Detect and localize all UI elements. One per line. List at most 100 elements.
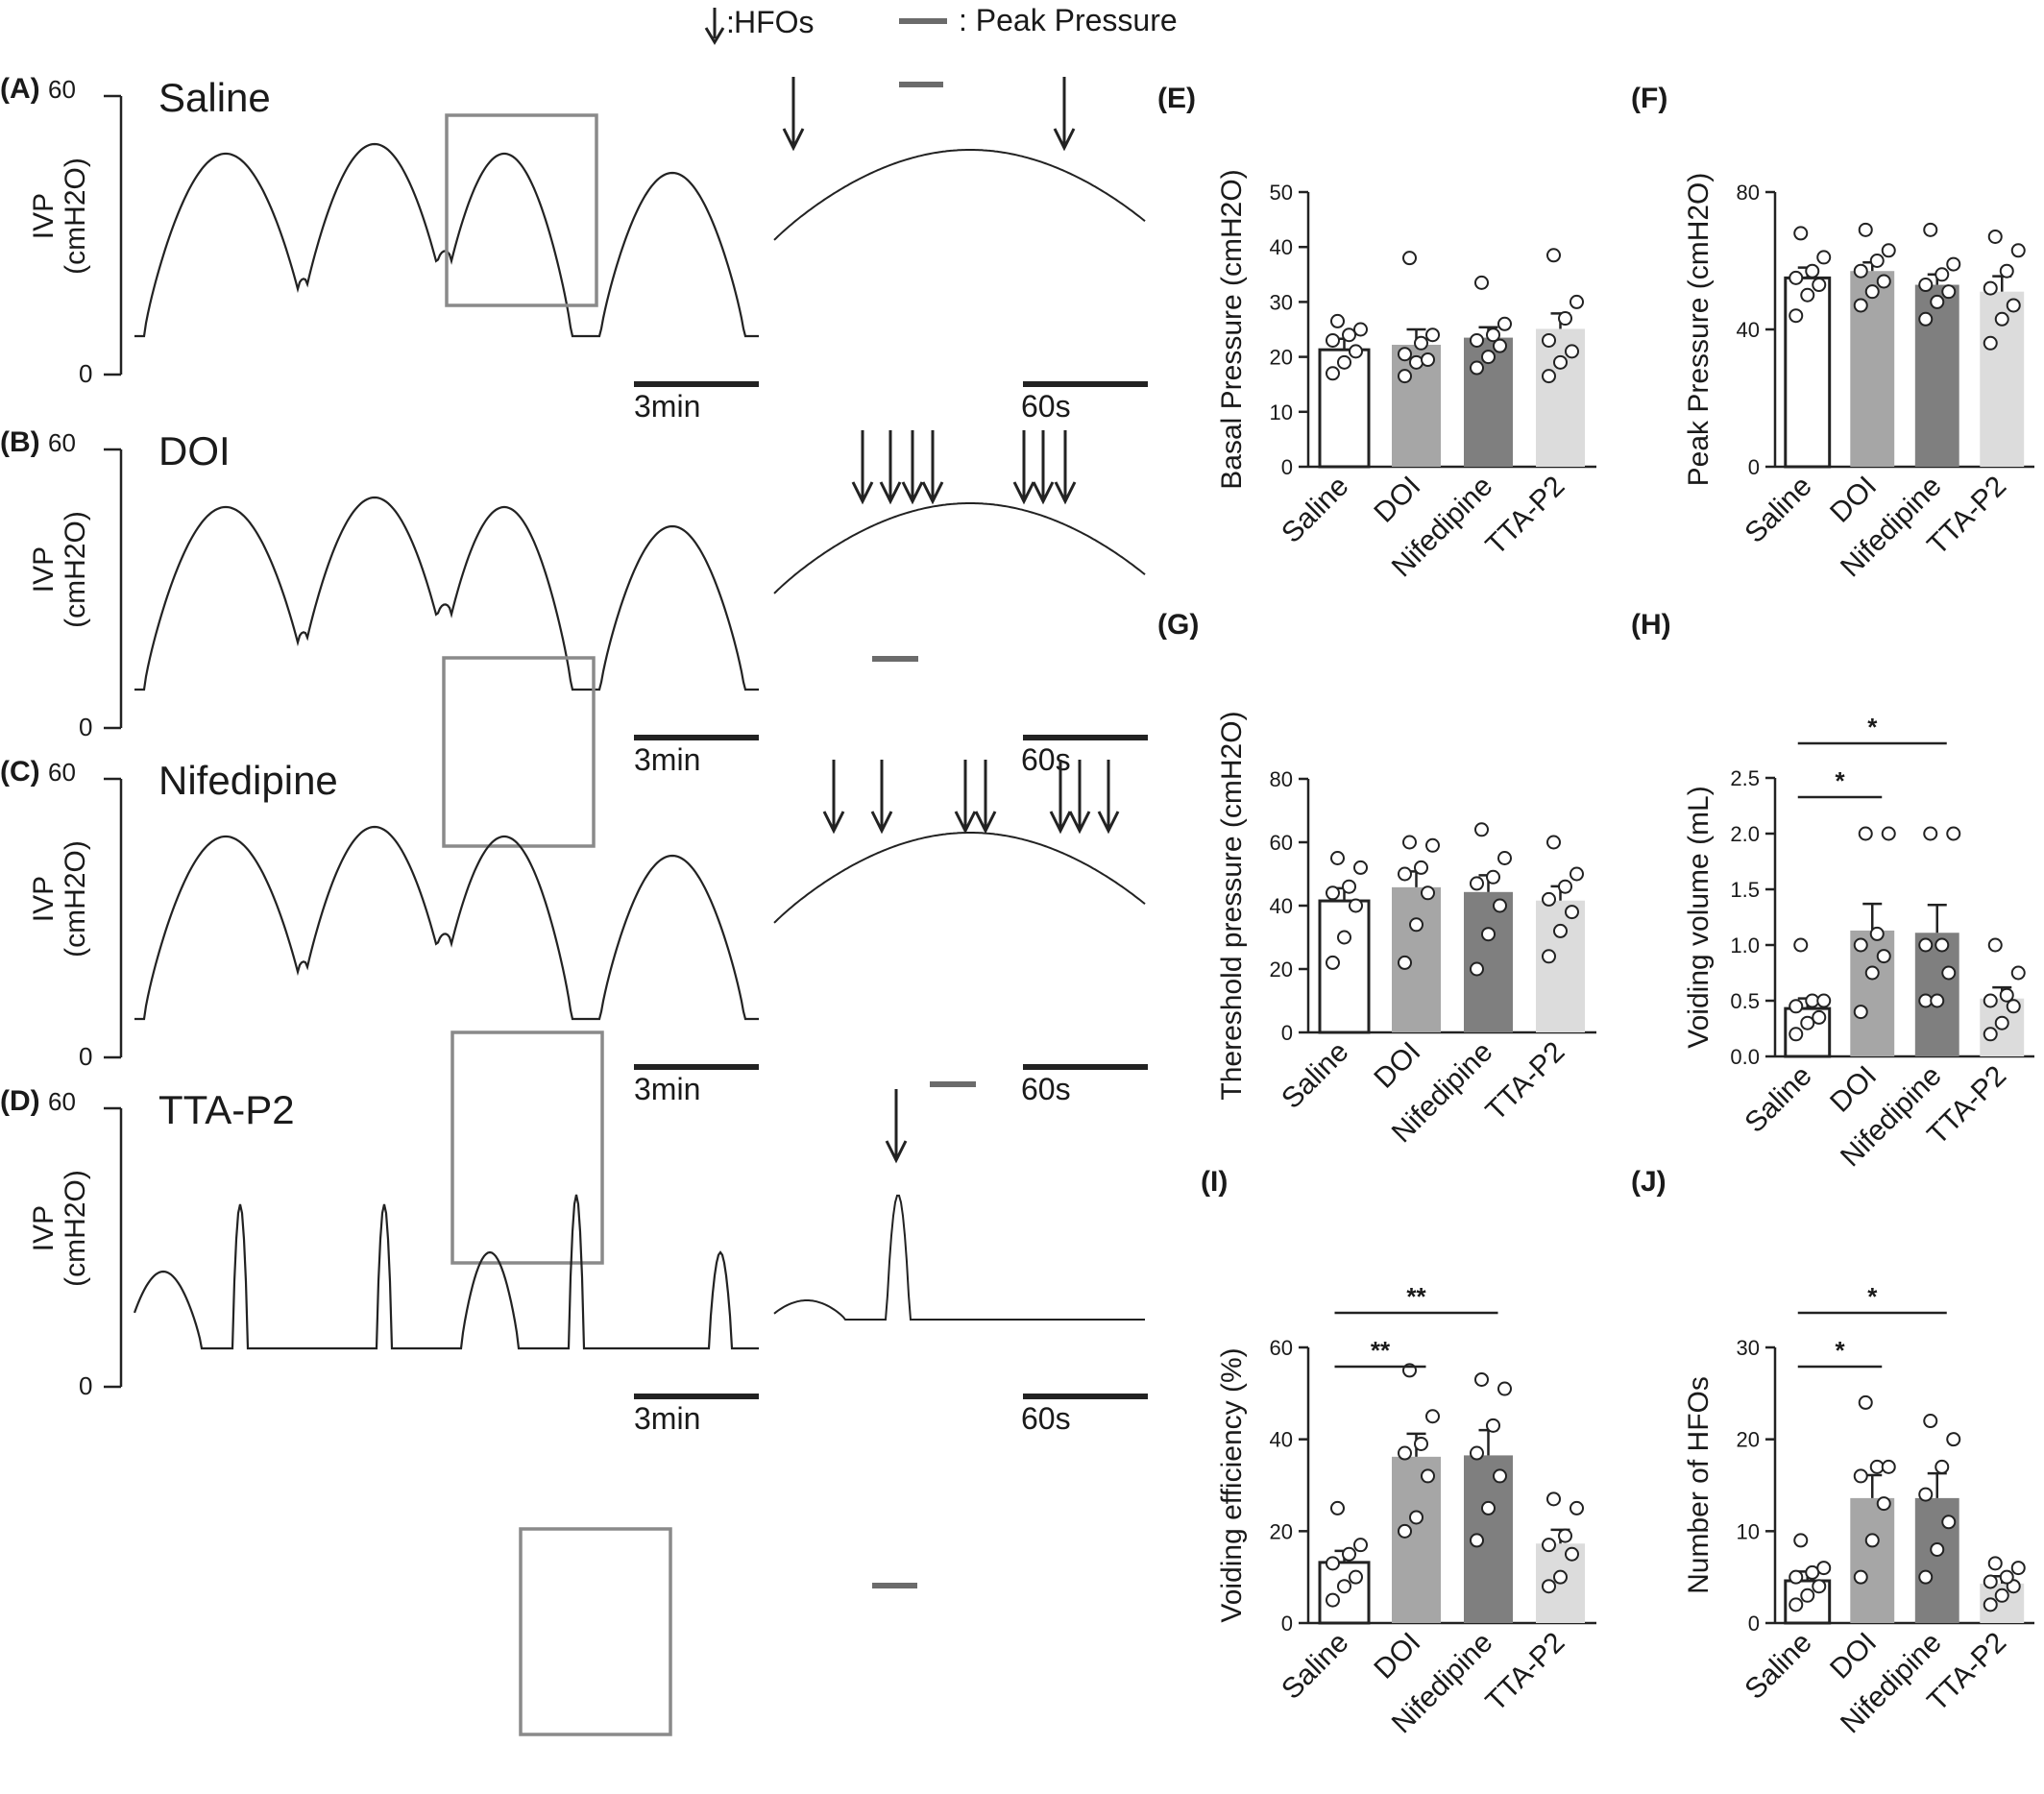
data-point [1486, 869, 1500, 885]
data-point [1421, 885, 1435, 901]
data-point [1858, 222, 1873, 237]
bar [1536, 900, 1585, 1032]
hfo-arrow-icon [1049, 760, 1072, 835]
y-tick-label: 80 [1270, 767, 1293, 791]
data-point [1930, 993, 1945, 1008]
data-point [1930, 1541, 1945, 1557]
x-tick-label: Saline [1276, 471, 1354, 549]
data-point [1570, 1500, 1584, 1515]
data-point [1946, 826, 1961, 841]
data-point [1421, 352, 1435, 367]
data-point [1876, 949, 1891, 964]
x-tick-label: TTA-P2 [1480, 1627, 1571, 1718]
hfo-arrow-icon [1097, 760, 1120, 835]
x-tick-label: DOI [1824, 1060, 1883, 1119]
data-point [1353, 860, 1368, 875]
y-tick-label: 60 [1270, 831, 1293, 855]
data-point [1858, 826, 1873, 841]
data-point [1853, 298, 1868, 313]
hfo-arrow-head [1049, 811, 1072, 835]
significance-label: * [1867, 713, 1878, 741]
zoom-region-box [445, 113, 598, 307]
data-point [1353, 1538, 1368, 1553]
data-point [1497, 1381, 1512, 1396]
hfo-arrow-head [1054, 481, 1077, 505]
data-point [1398, 1445, 1412, 1461]
scale-label-3min: 3min [634, 1401, 700, 1436]
data-point [1788, 1027, 1804, 1042]
data-point [1425, 837, 1440, 853]
y-tick-label: 0 [1748, 455, 1760, 479]
ivp-trace-line [134, 496, 759, 691]
y-axis-label-top: IVP [28, 876, 60, 922]
panel-letter: (B) [0, 426, 40, 458]
data-point [1816, 250, 1832, 265]
x-tick-label: Saline [1276, 1036, 1354, 1115]
significance-label: * [1835, 766, 1845, 795]
bar [1392, 1456, 1441, 1623]
hfo-arrow-icon [1068, 760, 1091, 835]
trace-title: Saline [158, 75, 271, 120]
data-point [1793, 937, 1809, 953]
significance-label: ** [1406, 1282, 1426, 1311]
ivp-trace-line [133, 1194, 759, 1350]
scale-label-60s: 60s [1021, 1401, 1071, 1436]
hfo-arrow-icon [822, 760, 845, 835]
data-point [1987, 1556, 2003, 1571]
hfo-arrow-head [974, 811, 997, 835]
data-point [1800, 1015, 1815, 1030]
hfo-arrow-icon [954, 760, 977, 835]
significance-label: * [1835, 1336, 1845, 1365]
data-point [1918, 937, 1934, 953]
x-tick-label: DOI [1824, 1627, 1883, 1685]
data-point [1816, 993, 1832, 1008]
ivp-trace-line [134, 825, 759, 1021]
data-point [1546, 835, 1561, 850]
significance-label: * [1867, 1282, 1878, 1311]
panel-letter: (A) [0, 73, 40, 105]
data-point [1398, 1523, 1412, 1539]
y-axis-label-bottom: (cmH2O) [60, 511, 91, 628]
data-point [1349, 344, 1363, 359]
data-point [1816, 1561, 1832, 1576]
y-tick-label: 40 [1270, 1428, 1293, 1452]
data-point [1858, 1394, 1873, 1410]
hfo-arrow-head [901, 481, 924, 505]
zoom-region-box [519, 1527, 672, 1736]
y-tick-max: 60 [48, 75, 76, 104]
scale-label-3min: 3min [634, 742, 700, 777]
hfo-arrow-icon [704, 8, 725, 45]
y-axis-label: Voiding efficiency (%) [1216, 1347, 1248, 1622]
y-tick-label: 60 [1270, 1336, 1293, 1360]
data-point [1853, 1569, 1868, 1585]
data-point [1788, 270, 1804, 285]
data-point [1409, 1510, 1424, 1525]
hfo-arrow-icon [782, 77, 805, 152]
data-point [1881, 1459, 1896, 1474]
hfo-arrow-icon [921, 430, 944, 505]
hfo-arrow-icon [879, 430, 902, 505]
data-point [1470, 360, 1484, 376]
y-tick-label: 0 [1281, 455, 1293, 479]
data-point [1470, 876, 1484, 891]
data-point [1999, 1569, 2014, 1585]
data-point [1881, 826, 1896, 841]
hfo-arrow-head [1068, 811, 1091, 835]
bar [1464, 891, 1513, 1032]
zoom-region-box [450, 1030, 604, 1265]
data-point [1558, 311, 1572, 327]
data-point [1812, 278, 1827, 293]
data-point [1853, 1005, 1868, 1020]
data-point [1342, 879, 1356, 894]
trace-title: DOI [158, 428, 231, 473]
y-tick-label: 2.0 [1730, 822, 1760, 846]
y-tick-label: 0.5 [1730, 989, 1760, 1013]
trace-panel: (A) Saline 60 0 IVP (cmH2O) 3min 60s [0, 73, 1148, 424]
data-point [1326, 1592, 1340, 1608]
hfo-arrow-icon [974, 760, 997, 835]
hfo-arrow-head [954, 811, 977, 835]
data-point [1983, 1597, 1998, 1612]
panel-letter: (G) [1157, 609, 1199, 641]
data-point [1470, 1445, 1484, 1461]
